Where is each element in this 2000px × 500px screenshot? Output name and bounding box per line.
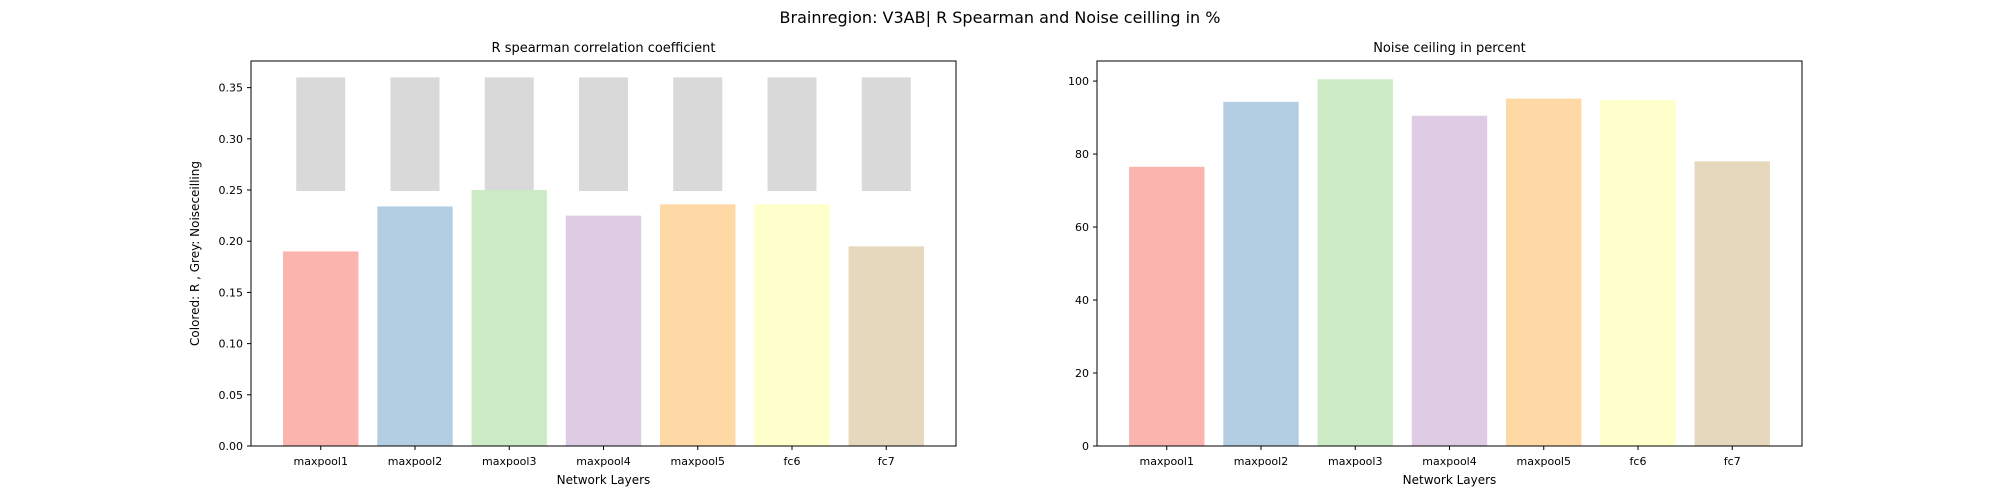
x-tick-label: fc7 <box>1724 455 1741 468</box>
y-tick-label: 0.35 <box>219 82 244 95</box>
y-tick-label: 0.05 <box>219 389 244 402</box>
x-tick-label: maxpool5 <box>671 455 725 468</box>
bar-maxpool5 <box>660 204 736 446</box>
y-tick-label: 0.10 <box>219 338 244 351</box>
y-tick-label: 60 <box>1075 221 1089 234</box>
y-axis-label: Colored: R , Grey: Noiseceilling <box>188 161 202 346</box>
bar-fc7 <box>1694 161 1770 446</box>
bar-maxpool3 <box>1317 79 1393 446</box>
x-tick-label: maxpool4 <box>1422 455 1476 468</box>
bar-maxpool1 <box>283 251 359 446</box>
x-tick-label: maxpool2 <box>1234 455 1288 468</box>
x-axis-label: Network Layers <box>557 473 651 487</box>
x-tick-label: fc6 <box>1630 455 1647 468</box>
bar-maxpool2 <box>1223 101 1299 446</box>
y-tick-label: 20 <box>1075 367 1089 380</box>
y-tick-label: 40 <box>1075 294 1089 307</box>
axes-title: Noise ceiling in percent <box>1373 41 1526 56</box>
y-tick-label: 0.25 <box>219 184 244 197</box>
noise-ceiling-bar <box>296 77 346 192</box>
axes-title: R spearman correlation coefficient <box>492 41 716 56</box>
y-tick-label: 100 <box>1068 75 1089 88</box>
noise-ceiling-bar <box>484 77 534 192</box>
bar-maxpool4 <box>1411 115 1488 447</box>
x-tick-label: maxpool4 <box>576 455 630 468</box>
x-tick-label: maxpool2 <box>388 455 442 468</box>
bar-maxpool1 <box>1129 166 1205 446</box>
y-tick-label: 0.30 <box>219 133 244 146</box>
bar-maxpool2 <box>377 206 453 446</box>
noise-ceiling-bar <box>390 77 440 192</box>
noise-ceiling-bar <box>673 77 723 192</box>
bar-fc6 <box>1600 100 1676 446</box>
bar-maxpool3 <box>471 190 547 446</box>
noise-ceiling-bar <box>578 77 629 192</box>
x-tick-label: maxpool3 <box>482 455 536 468</box>
noise-ceiling-bar <box>767 77 817 192</box>
bar-fc7 <box>848 246 924 446</box>
x-tick-label: maxpool3 <box>1328 455 1382 468</box>
y-tick-label: 0.00 <box>219 440 244 453</box>
x-tick-label: maxpool5 <box>1517 455 1571 468</box>
x-axis-label: Network Layers <box>1403 473 1497 487</box>
x-tick-label: maxpool1 <box>294 455 348 468</box>
bar-fc6 <box>754 204 830 446</box>
y-tick-label: 0.20 <box>219 235 244 248</box>
x-tick-label: fc6 <box>784 455 801 468</box>
y-tick-label: 80 <box>1075 148 1089 161</box>
figure-suptitle: Brainregion: V3AB| R Spearman and Noise … <box>779 8 1221 27</box>
bar-maxpool5 <box>1506 98 1582 446</box>
x-tick-label: maxpool1 <box>1140 455 1194 468</box>
y-tick-label: 0.15 <box>219 286 244 299</box>
bar-maxpool4 <box>565 215 642 446</box>
x-tick-label: fc7 <box>878 455 895 468</box>
noise-ceiling-bar <box>861 77 911 192</box>
y-tick-label: 0 <box>1082 440 1089 453</box>
